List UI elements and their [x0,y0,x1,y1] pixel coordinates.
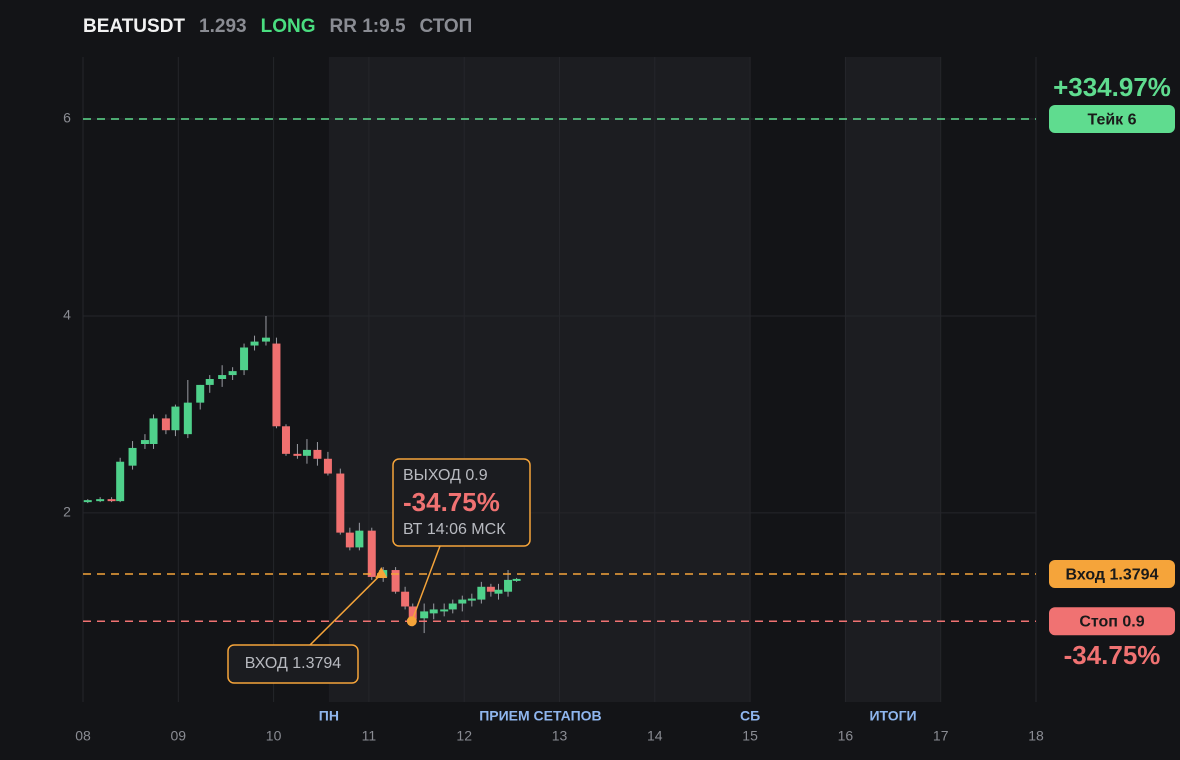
x-tick-label: 14 [647,728,663,744]
x-tick-label: 12 [456,728,472,744]
candle-body [261,337,270,342]
candle-body [355,530,364,548]
x-tick-label: 15 [742,728,758,744]
candle-body [512,578,521,581]
candle-body [218,375,227,380]
candle-body [250,341,259,346]
price: 1.293 [199,16,247,37]
x-tick-label: 13 [552,728,568,744]
candle-body [429,609,438,614]
side: LONG [260,16,316,37]
candle-body [467,598,476,601]
level-change: -34.75% [1064,640,1161,670]
candle-body [391,570,400,592]
level-tag [1049,105,1175,134]
candle-body [161,418,170,431]
candle-body [228,371,237,376]
candle-body [128,447,137,466]
candle-body [281,426,290,454]
candle-body [420,611,429,619]
session-label: ПРИЕМ СЕТАПОВ [479,708,601,724]
x-tick-label: 18 [1028,728,1044,744]
candle-body [140,440,149,444]
candle-body [448,603,457,610]
entry-box [227,644,359,684]
session-label: СБ [740,708,760,724]
y-tick-label: 4 [63,307,71,323]
session-band [845,57,941,702]
callout-line [309,573,382,646]
x-tick-label: 17 [933,728,949,744]
candle-body [345,532,354,548]
candle-body [323,458,332,474]
candle-body [107,499,116,502]
candle-body [183,402,192,435]
entry-marker [375,567,388,579]
level-change: +334.97% [1053,72,1171,102]
candle-body [149,418,158,444]
candle-body [96,499,105,502]
level-name: Тейк 6 [1087,111,1136,128]
candle-body [272,343,281,427]
candle-body [313,449,322,459]
session-band [328,57,751,702]
level-tag [1049,560,1175,589]
candle-body [83,500,92,503]
candle-body [116,461,125,502]
y-tick-label: 2 [63,504,71,520]
level-name: Стоп 0.9 [1079,613,1144,630]
candle-body [196,384,205,403]
x-tick-label: 10 [266,728,282,744]
candle-body [367,530,376,577]
candle-body [336,473,345,533]
callout-line [411,545,441,622]
level-name: Вход 1.3794 [1066,566,1159,583]
candle-body [171,406,180,431]
x-tick-label: 08 [75,728,91,744]
candle-body [293,453,302,456]
candle-body [458,599,467,604]
entry-label: ВХОД 1.3794 [245,655,342,672]
x-tick-label: 11 [362,728,377,744]
exit-time: ВТ 14:06 МСК [403,521,506,538]
candle-body [494,589,503,594]
x-tick-label: 16 [838,728,854,744]
candle-body [486,586,495,592]
exit-title: ВЫХОД 0.9 [403,467,488,484]
session-label: ИТОГИ [869,708,916,724]
candle-body [477,586,486,600]
exit-box [392,458,531,547]
candle-body [440,609,449,612]
exit-change: -34.75% [403,487,500,517]
candle-body [504,579,513,592]
candle-body [302,449,311,456]
risk-reward: RR 1:9.5 [329,16,406,37]
candle-body [205,379,214,385]
candle-body [240,347,249,371]
y-tick-label: 6 [63,110,71,126]
x-tick-label: 09 [171,728,187,744]
status: СТОП [419,16,473,37]
exit-marker [406,616,417,627]
session-label: ПН [319,708,339,724]
candle-body [408,606,417,620]
level-tag [1049,607,1175,636]
candle-body [401,591,410,607]
symbol: BEATUSDT [83,16,186,37]
header: BEATUSDT 1.293 LONG RR 1:9.5 СТОП [83,16,472,38]
